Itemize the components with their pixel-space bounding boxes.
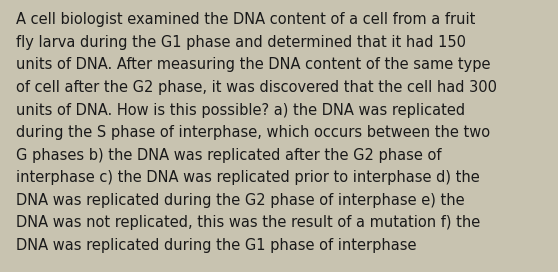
Text: DNA was not replicated, this was the result of a mutation f) the: DNA was not replicated, this was the res… bbox=[16, 215, 480, 230]
Text: units of DNA. How is this possible? a) the DNA was replicated: units of DNA. How is this possible? a) t… bbox=[16, 103, 465, 118]
Text: A cell biologist examined the DNA content of a cell from a fruit: A cell biologist examined the DNA conten… bbox=[16, 12, 475, 27]
Text: units of DNA. After measuring the DNA content of the same type: units of DNA. After measuring the DNA co… bbox=[16, 57, 490, 72]
Text: fly larva during the G1 phase and determined that it had 150: fly larva during the G1 phase and determ… bbox=[16, 35, 465, 50]
Text: DNA was replicated during the G1 phase of interphase: DNA was replicated during the G1 phase o… bbox=[16, 238, 416, 253]
Text: G phases b) the DNA was replicated after the G2 phase of: G phases b) the DNA was replicated after… bbox=[16, 148, 441, 163]
Text: interphase c) the DNA was replicated prior to interphase d) the: interphase c) the DNA was replicated pri… bbox=[16, 170, 479, 185]
Text: DNA was replicated during the G2 phase of interphase e) the: DNA was replicated during the G2 phase o… bbox=[16, 193, 464, 208]
Text: of cell after the G2 phase, it was discovered that the cell had 300: of cell after the G2 phase, it was disco… bbox=[16, 80, 497, 95]
Text: during the S phase of interphase, which occurs between the two: during the S phase of interphase, which … bbox=[16, 125, 490, 140]
